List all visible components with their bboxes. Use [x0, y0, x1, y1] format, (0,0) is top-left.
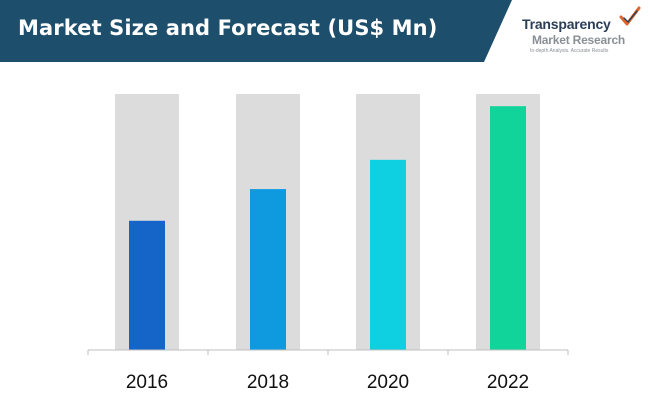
bar-2016	[129, 220, 165, 350]
bar-2020	[370, 159, 406, 350]
bar-tracks	[115, 94, 540, 350]
x-tick-label: 2020	[367, 372, 409, 393]
logo-line2: Market Research	[532, 33, 626, 47]
title-bar	[0, 0, 512, 62]
bar-chart: 2016 2018 2020 2022	[87, 94, 569, 393]
logo-line1: Transparency	[522, 16, 611, 32]
header: Market Size and Forecast (US$ Mn) Transp…	[0, 0, 650, 62]
company-logo: Transparency Market Research In-depth An…	[522, 6, 646, 58]
x-tick-label: 2016	[126, 372, 168, 393]
x-tick-label: 2022	[487, 372, 529, 393]
bar-2022	[490, 106, 526, 350]
checkmark-logo-icon	[619, 6, 641, 26]
x-tick-label: 2018	[247, 372, 289, 393]
bars	[129, 106, 526, 350]
x-axis-labels: 2016 2018 2020 2022	[126, 372, 529, 393]
logo-tagline: In-depth Analysis. Accurate Results	[530, 48, 609, 54]
bar-2018	[250, 189, 286, 350]
chart-title: Market Size and Forecast (US$ Mn)	[18, 16, 438, 40]
x-axis-ticks	[87, 350, 569, 355]
